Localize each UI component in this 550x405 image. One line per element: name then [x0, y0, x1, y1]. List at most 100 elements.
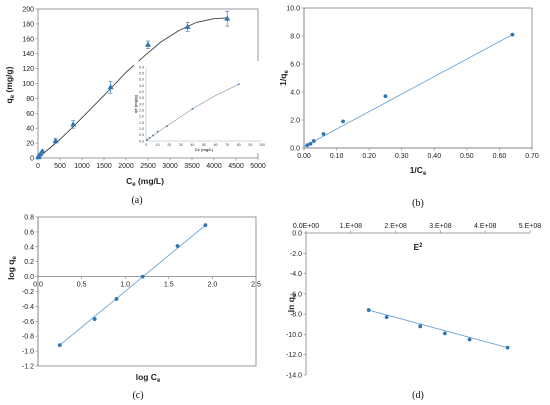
panel-a-inset-x-tick-label: 20 [167, 143, 171, 147]
panel-b-x-tick-label: 0.60 [493, 153, 507, 160]
panel-b-data-point [305, 143, 310, 148]
panel-d-data-point [366, 308, 371, 312]
panel-c-plot-area [37, 216, 257, 367]
panel-c-x-tick-label: 2.5 [251, 282, 261, 289]
panel-d-data-point [467, 337, 472, 342]
panel-a-inset-x-tick-label: 30 [179, 143, 183, 147]
panel-b-x-tick-label: 0.30 [395, 153, 409, 160]
panel-a-data-point [37, 151, 44, 157]
panel-b-x-tick-label: 0.70 [525, 153, 539, 160]
panel-a-fit-curve [37, 17, 228, 159]
panel-b-x-axis-title: 1/Ce [410, 165, 427, 177]
panel-d-x-tick-label: 0.0E+00 [293, 223, 319, 230]
panel-a-y-tick-label: 140 [22, 51, 34, 58]
panel-a-y-axis-title: qe (mg/g) [4, 66, 16, 103]
panel-b-fit-line [303, 34, 513, 147]
panel-a-data-point [70, 121, 77, 127]
panel-a-x-axis-title: Ce (mg/L) [126, 176, 164, 188]
panel-c-y-tick-label: -0.4 [22, 304, 34, 311]
panel-c-y-tick-label: -0.6 [22, 319, 34, 326]
panel-d-y-tick-label: -8.0 [290, 312, 302, 319]
panel-b-label: (b) [412, 198, 424, 209]
panel-a-y-tick-label: 160 [22, 36, 34, 43]
panel-a-inset-y-tick-label: 1.0 [139, 127, 144, 131]
panel-a-y-tick-label: 0 [30, 156, 34, 163]
panel-a-inset-data-point [165, 125, 168, 128]
panel-b-plot-area [303, 7, 533, 149]
panel-a-label: (a) [131, 195, 142, 206]
panel-a-x-tick-label: 4000 [206, 163, 222, 170]
panel-a-x-tick-label: 3000 [162, 163, 178, 170]
panel-c-y-tick-label: 0.8 [24, 215, 34, 222]
panel-a-x-tick-label: 1500 [96, 163, 112, 170]
panel-a-data-point [39, 148, 46, 154]
panel-a-inset-y-tick-label: 0.0 [139, 139, 144, 143]
panel-d-data-point [505, 345, 510, 350]
panel-c-axes: 0.0 0.5 1.0 1.5 2.0 2.5 -1.2 -1.0 -0.8 -0.6 -0.4 -0… [22, 215, 261, 371]
panel-a-series [35, 10, 231, 160]
panel-a-inset-y-tick-label: 3.5 [139, 96, 144, 100]
panel-a-y-tick-label: 180 [22, 21, 34, 28]
panel-c-y-tick-label: 0.6 [24, 229, 34, 236]
panel-a-inset-x-axis-title: Ce (mg/L) [195, 147, 214, 152]
panel-a-axes: 0 500 1000 1500 2000 2500 3000 3500 4000 4500 5000… [22, 7, 266, 171]
panel-d-y-axis-title: ln qe [286, 293, 298, 312]
panel-c-x-tick-label: 1.0 [120, 282, 130, 289]
panel-c-y-tick-label: 0.2 [24, 259, 34, 266]
panel-a-y-tick-label: 80 [26, 96, 34, 103]
panel-b-y-tick-label: 2.0 [290, 118, 300, 125]
panel-b-y-axis-title: 1/qe [278, 70, 290, 86]
panel-d-label: (d) [412, 390, 424, 401]
panel-b-langmuir-chart: 0.00 0.10 0.20 0.30 0.40 0.50 0.60 0.70 0.0 2.0 4.… [278, 6, 539, 210]
panel-a-y-tick-label: 40 [26, 126, 34, 133]
panel-a-x-tick-label: 3500 [184, 163, 200, 170]
panel-a-inset-data-point [152, 134, 154, 137]
panel-a-inset-x-tick-label: 80 [237, 143, 241, 147]
panel-a-inset-data-point [237, 83, 240, 86]
panel-d-y-tick-label: -4.0 [290, 271, 302, 278]
panel-c-y-tick-label: 0.4 [24, 244, 34, 251]
panel-a-inset-y-tick-label: 1.5 [139, 121, 144, 125]
panel-b-y-tick-label: 6.0 [290, 62, 300, 69]
panel-c-x-axis-title: log Ce [136, 372, 161, 384]
panel-c-x-tick-label: 0.5 [77, 282, 87, 289]
panel-d-x-tick-label: 4.E+08 [474, 223, 496, 230]
panel-b-axes: 0.00 0.10 0.20 0.30 0.40 0.50 0.60 0.70 0.0 2.0 4.… [286, 6, 539, 161]
panel-a-inset-background [134, 61, 266, 153]
panel-a-x-tick-label: 5000 [250, 163, 266, 170]
panel-c-x-tick-label: 0.0 [33, 282, 43, 289]
panel-a-data-point [184, 23, 191, 29]
panel-c-y-tick-label: -0.8 [22, 334, 34, 341]
panel-a-inset-y-tick-label: 4.0 [139, 90, 144, 94]
panel-a-x-tick-label: 2500 [140, 163, 156, 170]
panel-b-data-point [308, 141, 313, 146]
panel-b-x-tick-label: 0.40 [427, 153, 441, 160]
panel-a-inset-x-tick-label: 40 [190, 143, 194, 147]
panel-d-x-tick-label: 1.E+08 [340, 223, 362, 230]
panel-a-inset-y-tick-label: 6.0 [139, 65, 144, 69]
panel-c-y-tick-label: -1.2 [22, 364, 34, 371]
panel-c-label: (c) [132, 390, 143, 401]
panel-c-fit-line [59, 224, 206, 346]
panel-b-data-point [321, 132, 326, 136]
panel-c-x-tick-label: 2.0 [208, 282, 218, 289]
panel-a-inset-data-point [148, 137, 151, 139]
panel-b-y-tick-label: 8.0 [290, 34, 300, 41]
panel-a-inset-data-point [191, 108, 194, 110]
panel-a-inset-y-tick-label: 2.0 [139, 115, 144, 119]
panel-d-data-point [384, 315, 389, 320]
panel-a-x-tick-label: 500 [54, 163, 66, 170]
panel-b-data-point [383, 94, 388, 99]
panel-a-inset-x-tick-label: 10 [156, 143, 160, 147]
panel-a-inset-x-tick-label: 50 [202, 143, 206, 147]
panel-a-y-tick-label: 200 [22, 7, 34, 14]
panel-d-data-point [418, 324, 423, 329]
panel-d-data-point [442, 331, 447, 336]
panel-a-isotherm-chart: 0 500 1000 1500 2000 2500 3000 3500 4000 4500 5000… [4, 7, 266, 206]
panel-a-y-tick-label: 120 [22, 66, 34, 73]
panel-a-data-point [107, 84, 114, 90]
panel-b-data-point [311, 139, 316, 143]
panel-d-x-tick-label: 2.E+08 [384, 223, 406, 230]
panel-a-y-tick-label: 60 [26, 111, 34, 118]
panel-b-x-tick-label: 0.50 [460, 153, 474, 160]
